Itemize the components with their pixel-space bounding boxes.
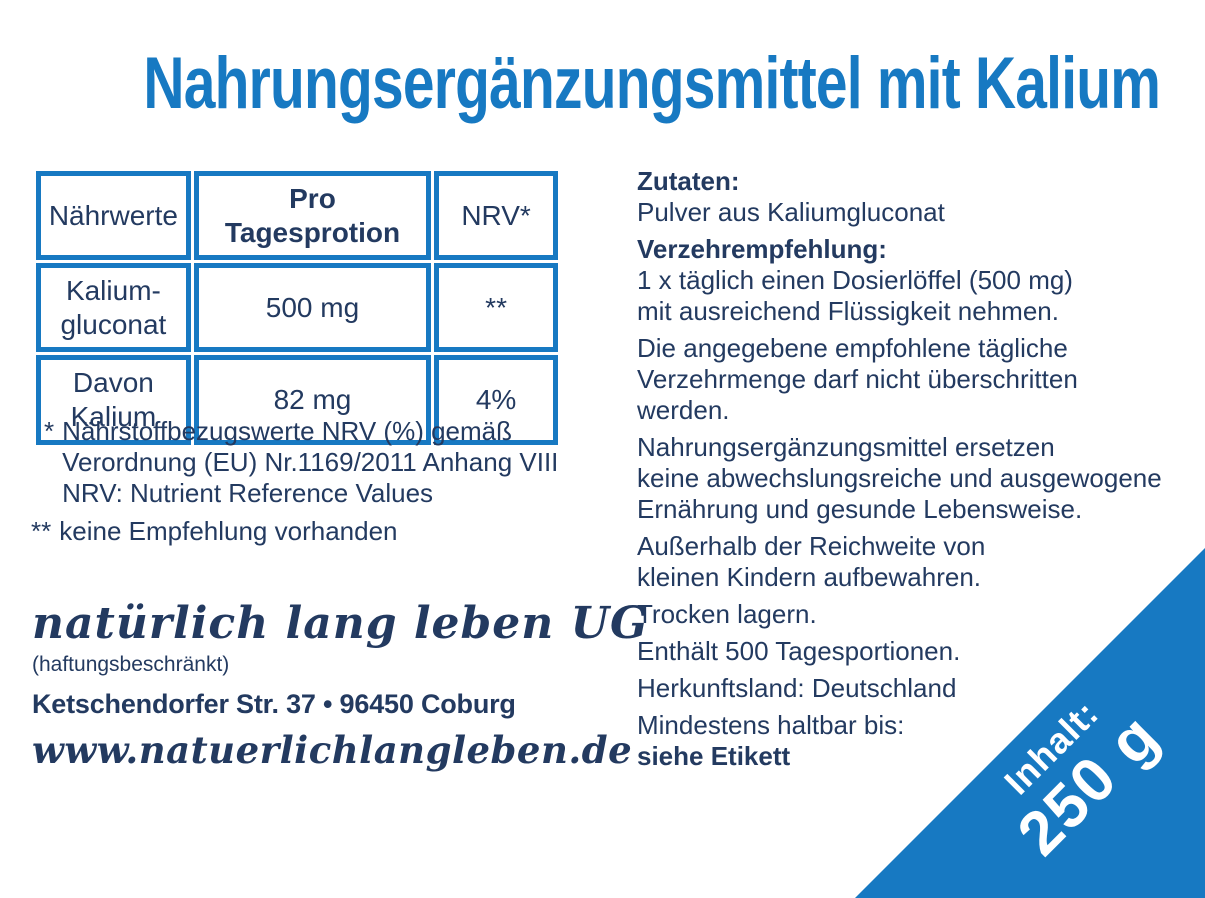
company-legal-suffix: (haftungsbeschränkt) (32, 653, 230, 676)
nutrition-table: Nährwerte Pro Tagesprotion NRV* Kalium- … (33, 168, 561, 448)
cell-kalium-name: Davon Kalium (36, 355, 191, 445)
footnote-nrv: * Nährstoffbezugswerte NRV (%) gemäß Ver… (44, 416, 558, 509)
dosage-body: 1 x täglich einen Dosierlöffel (500 mg) … (637, 265, 1073, 326)
page-title-text: Nahrungsergänzungsmittel mit Kalium (143, 43, 1161, 124)
footnote-nrv-text: Nährstoffbezugswerte NRV (%) gemäß Veror… (62, 416, 559, 508)
nutrition-table-header-row: Nährwerte Pro Tagesprotion NRV* (36, 171, 558, 261)
cell-kalium-amount: 82 mg (193, 355, 432, 445)
dosage-section: Verzehrempfehlung: 1 x täglich einen Dos… (637, 234, 1167, 327)
company-block: natürlich lang leben UG (haftungsbeschrä… (32, 598, 649, 772)
storage-note: Trocken lagern. (637, 599, 817, 629)
cell-kaliumgluconat-nrv: ** (434, 263, 558, 353)
footnote-no-recommendation: ** keine Empfehlung vorhanden (31, 516, 398, 547)
cell-kalium-nrv: 4% (434, 355, 558, 445)
cell-kaliumgluconat-amount: 500 mg (193, 263, 432, 353)
info-column: Zutaten: Pulver aus Kaliumgluconat Verze… (637, 166, 1167, 778)
footnote-nrv-marker: * (44, 416, 55, 446)
dosage-heading: Verzehrempfehlung: (637, 234, 887, 264)
ingredients-section: Zutaten: Pulver aus Kaliumgluconat (637, 166, 1167, 228)
warning-max-intake: Die angegebene empfohlene tägliche Verze… (637, 333, 1078, 425)
col-header-nutrients: Nährwerte (36, 171, 191, 261)
warning-substitute: Nahrungsergänzungsmittel ersetzen keine … (637, 432, 1162, 524)
col-header-per-serving: Pro Tagesprotion (193, 171, 432, 261)
cell-kaliumgluconat-name: Kalium- gluconat (36, 263, 191, 353)
ingredients-heading: Zutaten: (637, 166, 740, 196)
ingredients-body: Pulver aus Kaliumgluconat (637, 197, 945, 227)
table-row-kaliumgluconat: Kalium- gluconat 500 mg ** (36, 263, 558, 353)
company-logo-text: natürlich lang leben UG (32, 598, 649, 649)
best-before-section: Mindestens haltbar bis: siehe Etikett (637, 710, 1167, 772)
content-badge-triangle (855, 548, 1205, 898)
page-title: Nahrungsergänzungsmittel mit Kalium (0, 42, 1205, 125)
company-website: www.natuerlichlangleben.de (32, 728, 633, 772)
company-address: Ketschendorfer Str. 37 • 96450 Coburg (32, 689, 516, 719)
best-before-label: Mindestens haltbar bis: (637, 710, 905, 740)
table-row-kalium: Davon Kalium 82 mg 4% (36, 355, 558, 445)
footnote-no-recommendation-marker: ** (31, 516, 52, 546)
best-before-value: siehe Etikett (637, 741, 791, 771)
col-header-nrv: NRV* (434, 171, 558, 261)
footnote-no-recommendation-text: keine Empfehlung vorhanden (59, 516, 398, 546)
